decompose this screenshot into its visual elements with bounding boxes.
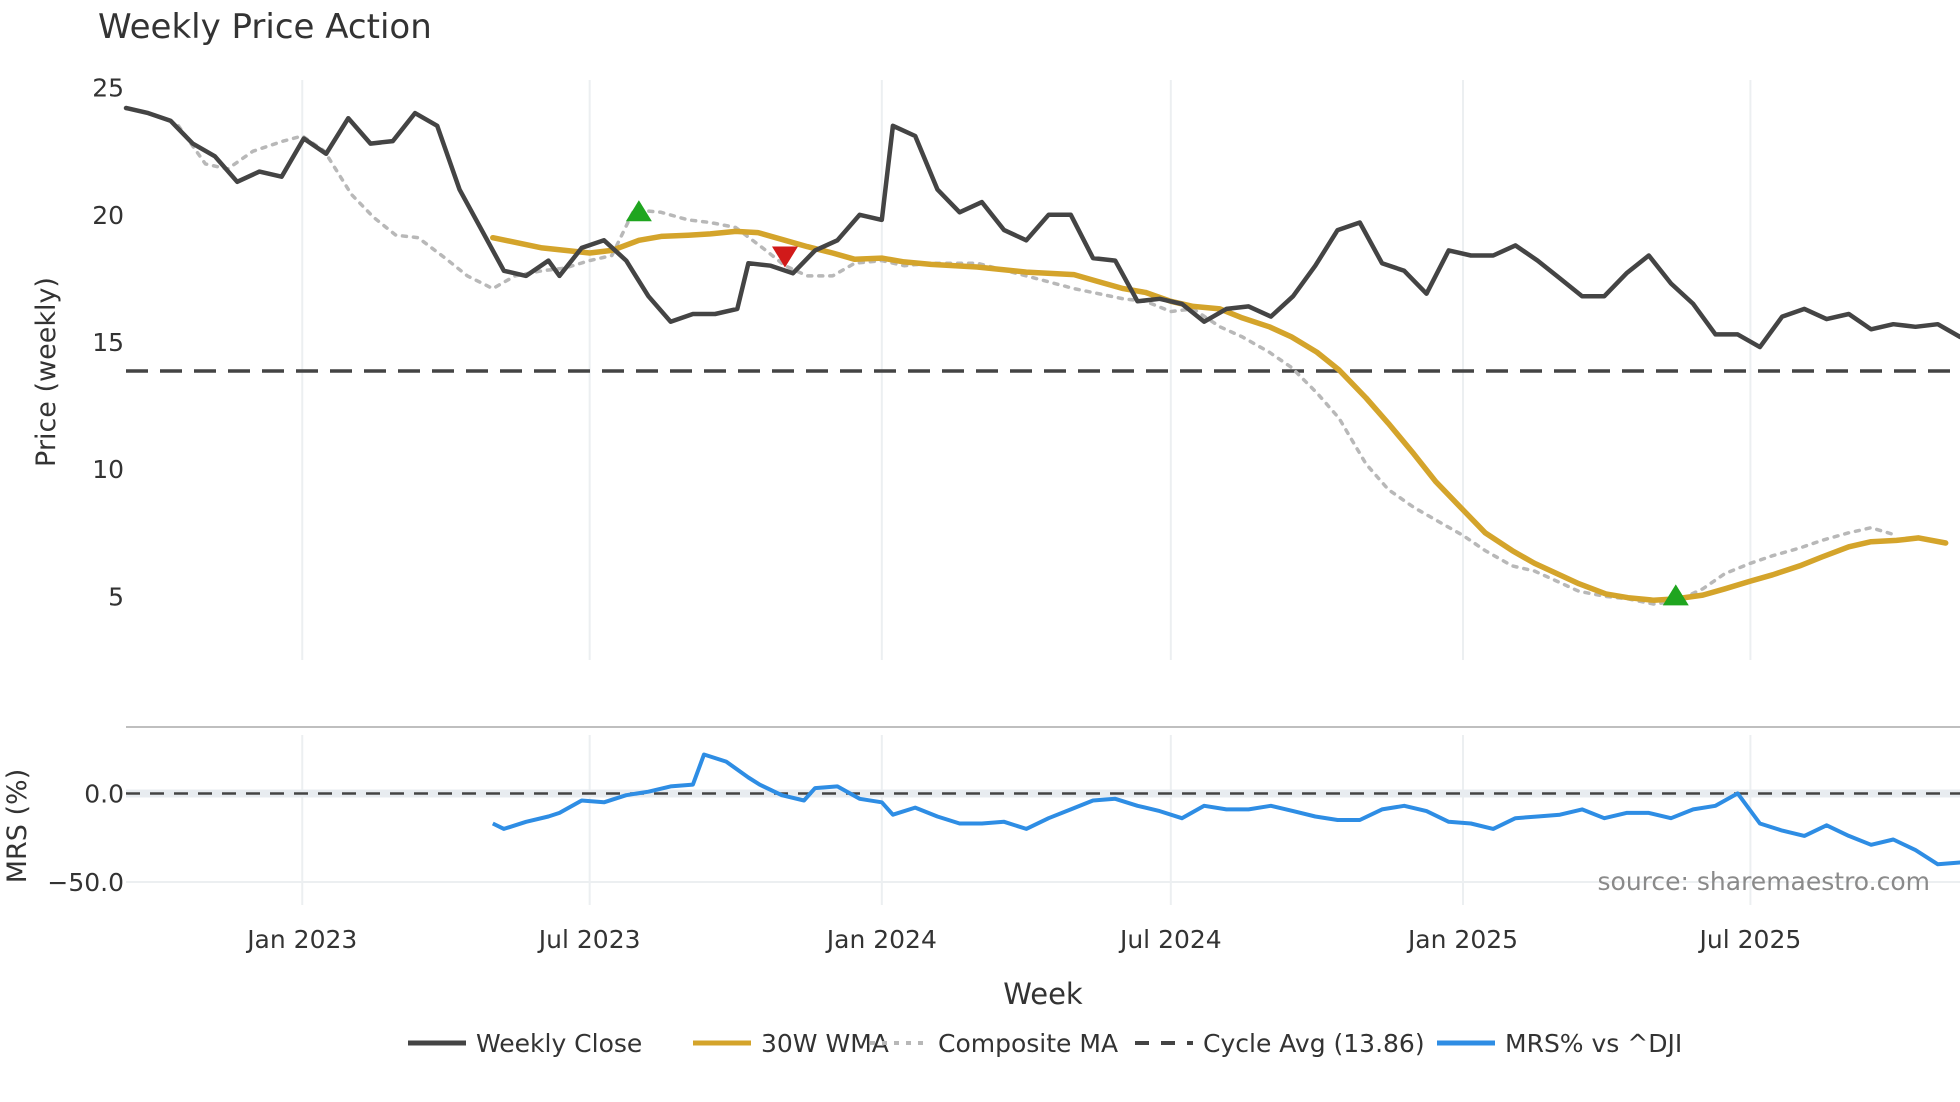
sell-signal-marker <box>771 246 798 268</box>
chart-title: Weekly Price Action <box>98 7 432 47</box>
legend-label: MRS% vs ^DJI <box>1505 1029 1682 1058</box>
mrs-y-tick: −50.0 <box>47 868 124 897</box>
legend-label: Weekly Close <box>476 1029 642 1058</box>
price-y-ticks: 5 10 15 20 25 <box>92 74 124 612</box>
price-y-tick: 25 <box>92 74 124 103</box>
price-y-tick: 20 <box>92 201 124 230</box>
30w-wma-line <box>490 228 1949 603</box>
legend-label: 30W WMA <box>761 1029 889 1058</box>
x-tick-label: Jan 2024 <box>825 925 937 954</box>
x-tick-label: Jul 2023 <box>537 925 641 954</box>
x-tick-label: Jan 2025 <box>1406 925 1518 954</box>
x-tick-label: Jul 2025 <box>1698 925 1802 954</box>
legend-label: Composite MA <box>938 1029 1118 1058</box>
x-tick-label: Jul 2024 <box>1118 925 1222 954</box>
price-y-tick: 5 <box>108 582 124 611</box>
composite-ma-line <box>176 124 1899 606</box>
source-label: source: sharemaestro.com <box>1598 867 1931 896</box>
legend: Weekly Close 30W WMA Composite MA Cycle Avg… <box>408 1029 1682 1058</box>
mrs-line <box>491 752 1960 867</box>
weekly-close-line <box>123 105 1960 350</box>
gridlines <box>301 80 1752 905</box>
x-axis-label: Week <box>1003 977 1083 1011</box>
mrs-y-label: MRS (%) <box>2 769 33 884</box>
x-ticks: Jan 2023 Jul 2023 Jan 2024 Jul 2024 Jan 2025… <box>245 925 1801 954</box>
mrs-series-group <box>491 752 1960 867</box>
price-series-group <box>123 105 1960 606</box>
price-y-tick: 15 <box>92 328 124 357</box>
signal-markers <box>625 200 1689 606</box>
price-y-label: Price (weekly) <box>31 277 62 467</box>
mrs-y-tick: 0.0 <box>84 779 124 808</box>
legend-label: Cycle Avg (13.86) <box>1203 1029 1425 1058</box>
x-tick-label: Jan 2023 <box>245 925 357 954</box>
mrs-y-ticks: 0.0 −50.0 <box>47 779 124 897</box>
price-y-tick: 10 <box>92 455 124 484</box>
buy-signal-marker <box>625 200 652 222</box>
buy-signal-marker <box>1662 584 1689 606</box>
